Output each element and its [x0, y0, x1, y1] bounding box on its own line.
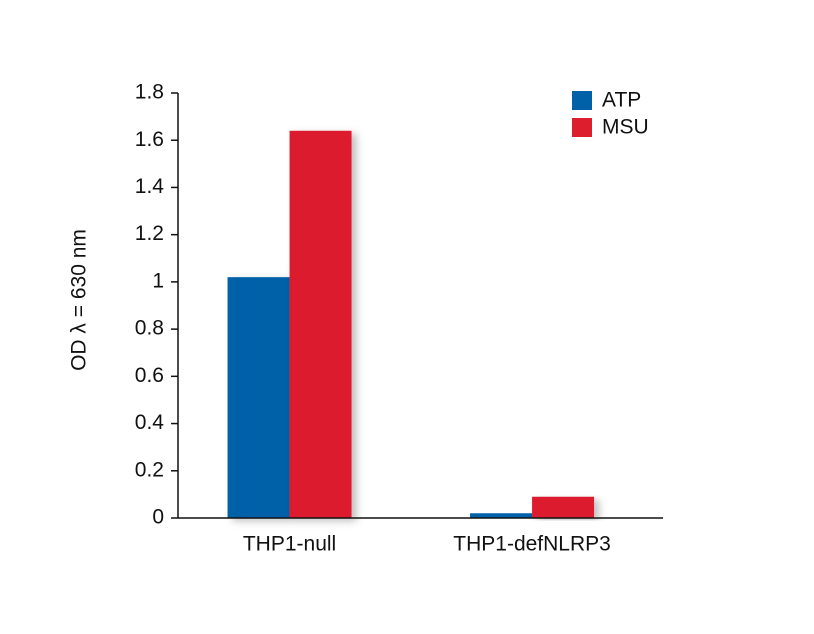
y-tick-label: 1 — [152, 269, 164, 292]
bar — [532, 496, 595, 518]
x-tick-label: THP1-null — [243, 533, 336, 556]
y-tick-label: 1.8 — [135, 81, 164, 104]
legend-swatch — [572, 118, 592, 137]
x-tick-label: THP1-defNLRP3 — [453, 533, 611, 556]
legend-label: ATP — [602, 89, 641, 112]
y-tick-label: 1.6 — [135, 128, 164, 151]
y-tick-label: 0 — [152, 506, 164, 529]
bar — [470, 513, 533, 518]
legend-swatch — [572, 91, 592, 110]
legend-label: MSU — [602, 116, 649, 139]
bar — [227, 277, 290, 518]
y-tick-label: 0.6 — [135, 364, 164, 387]
bar — [289, 130, 352, 518]
y-tick-label: 0.8 — [135, 317, 164, 340]
y-axis-label: OD λ = 630 nm — [68, 229, 91, 371]
y-tick-label: 1.2 — [135, 222, 164, 245]
y-tick-label: 0.4 — [135, 411, 165, 434]
y-tick-label: 0.2 — [135, 458, 164, 481]
y-tick-label: 1.4 — [135, 175, 165, 198]
